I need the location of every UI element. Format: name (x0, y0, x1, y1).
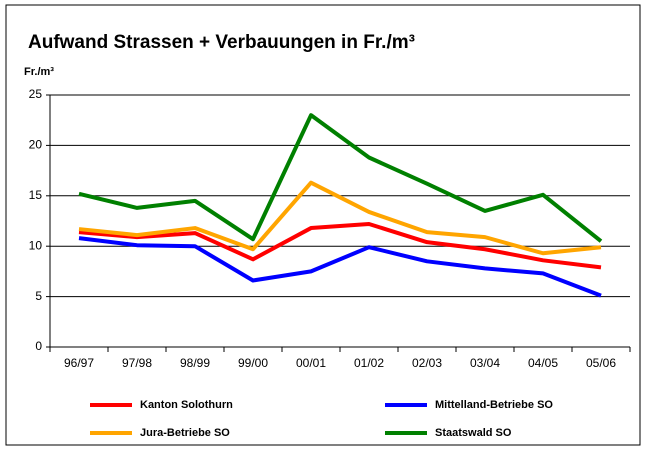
x-tick-label: 00/01 (296, 356, 326, 370)
y-tick-label: 25 (29, 87, 43, 101)
chart-title: Aufwand Strassen + Verbauungen in Fr./m³ (28, 32, 415, 53)
y-tick-label: 15 (29, 188, 43, 202)
y-tick-label: 5 (35, 289, 42, 303)
chart-frame (5, 4, 641, 446)
legend-label: Mittelland-Betriebe SO (435, 399, 553, 411)
legend-label: Kanton Solothurn (140, 399, 233, 411)
x-tick-label: 04/05 (528, 356, 558, 370)
x-tick-label: 97/98 (122, 356, 152, 370)
x-tick-label: 99/00 (238, 356, 268, 370)
x-tick-label: 98/99 (180, 356, 210, 370)
x-tick-label: 01/02 (354, 356, 384, 370)
x-tick-label: 96/97 (64, 356, 94, 370)
series-line (78, 222, 602, 270)
y-tick-label: 20 (29, 138, 43, 152)
x-tick-label: 05/06 (586, 356, 616, 370)
series-line (78, 236, 602, 298)
legend-label: Jura-Betriebe SO (140, 427, 230, 439)
x-tick-label: 02/03 (412, 356, 442, 370)
series-line (78, 180, 602, 256)
y-tick-label: 0 (35, 339, 42, 353)
x-tick-label: 03/04 (470, 356, 500, 370)
y-tick-label: 10 (29, 238, 43, 252)
y-axis-label: Fr./m³ (24, 66, 54, 78)
legend-label: Staatswald SO (435, 427, 512, 439)
series-line (78, 113, 603, 243)
